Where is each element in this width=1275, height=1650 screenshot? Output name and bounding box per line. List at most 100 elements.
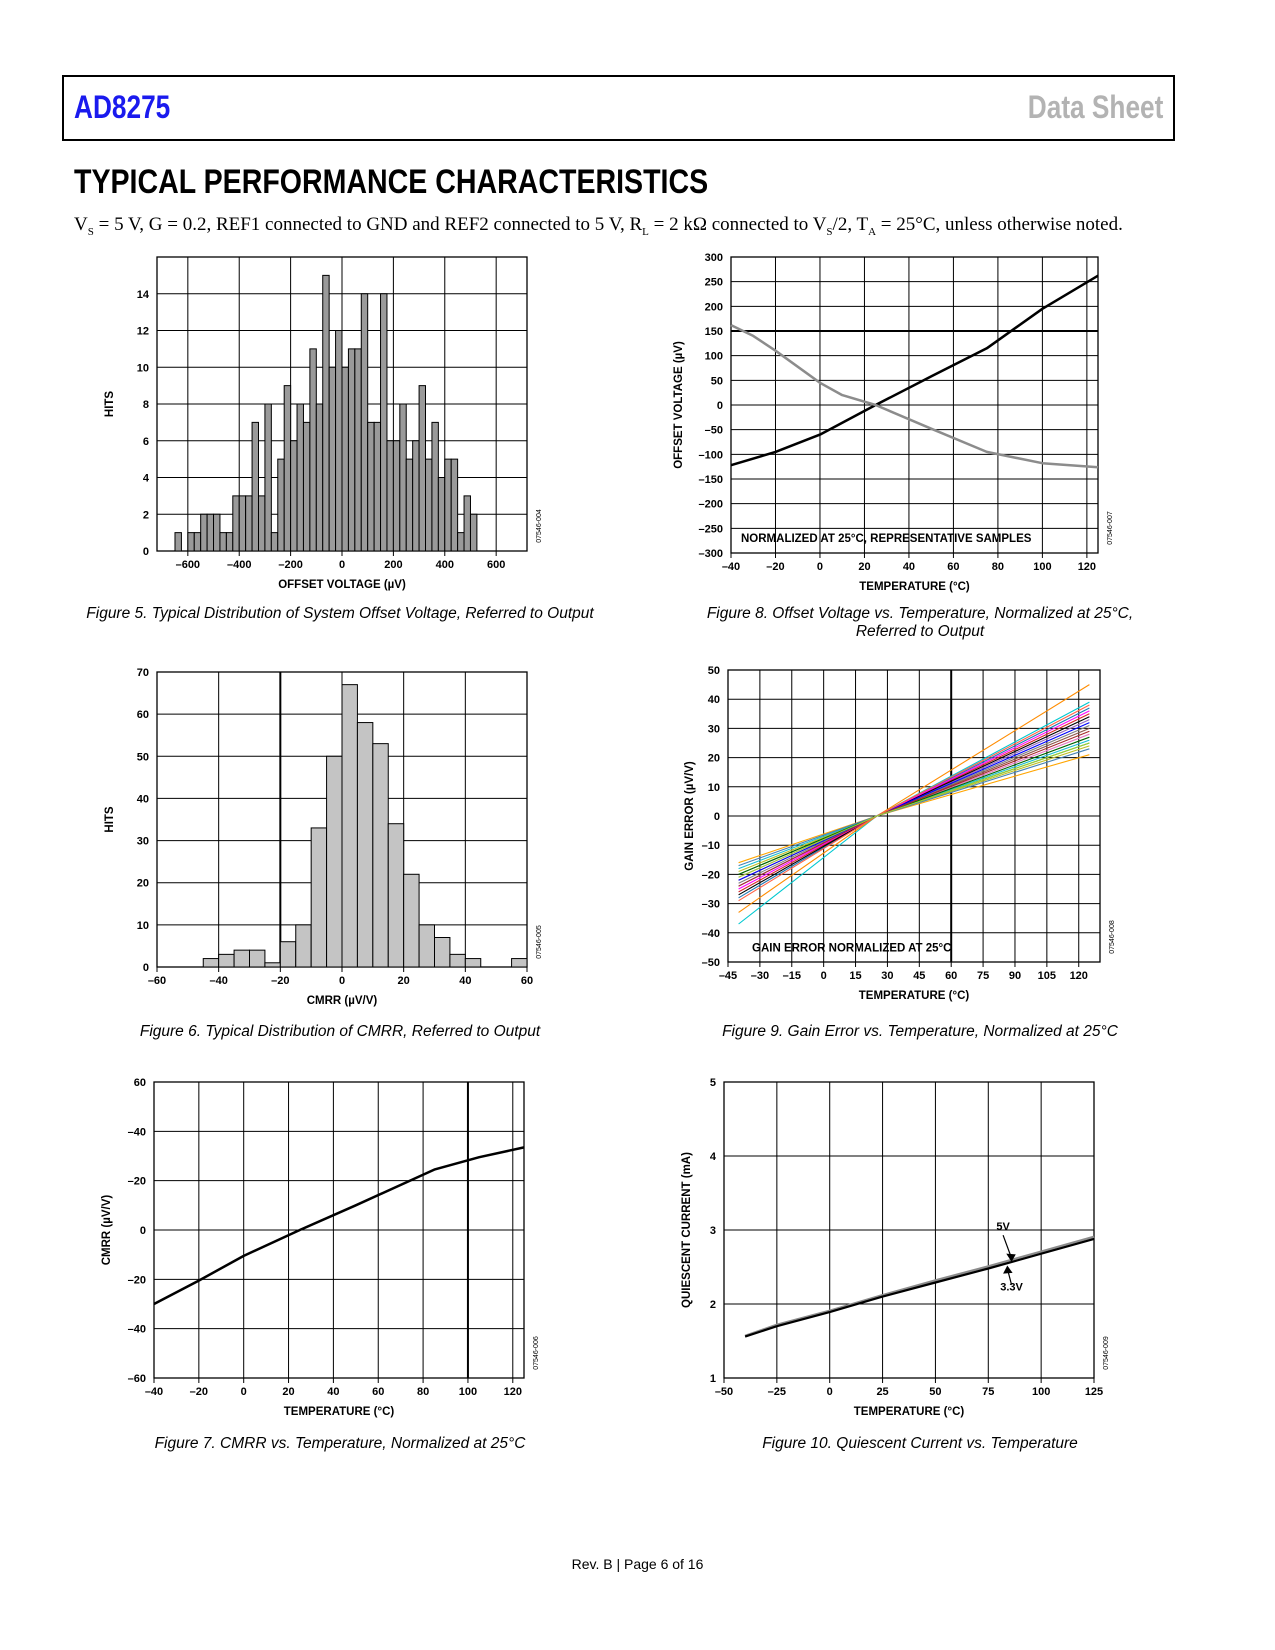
series-line <box>738 733 1090 878</box>
series-line <box>738 745 1090 873</box>
y-tick-label: 10 <box>708 782 720 794</box>
figure-code: 07546-007 <box>1107 511 1114 545</box>
y-tick-label: –10 <box>702 840 720 852</box>
x-tick-label: 125 <box>1085 1386 1103 1398</box>
figure-code: 07546-009 <box>1103 1336 1110 1370</box>
x-tick-label: 120 <box>504 1386 522 1398</box>
y-tick-label: 40 <box>708 694 720 706</box>
x-axis-title: CMRR (µV/V) <box>307 995 378 1007</box>
histogram-bar <box>238 495 247 552</box>
y-tick-label: –250 <box>699 523 723 535</box>
histogram-bar <box>386 440 394 552</box>
x-tick-label: –20 <box>190 1386 208 1398</box>
series-line <box>738 736 1090 875</box>
y-tick-label: 100 <box>705 351 723 363</box>
caption-fig5: Figure 5. Typical Distribution of System… <box>86 605 594 622</box>
y-tick-label: 2 <box>710 1299 716 1311</box>
histogram-bar <box>399 403 407 552</box>
x-axis-title: TEMPERATURE (°C) <box>859 990 970 1002</box>
x-tick-label: 15 <box>849 970 861 982</box>
histogram-bar <box>418 385 427 552</box>
y-tick-label: 0 <box>143 962 149 974</box>
x-tick-label: 40 <box>327 1386 339 1398</box>
y-axis-title: GAIN ERROR (µV/V) <box>684 761 696 871</box>
histogram-bar <box>202 958 220 968</box>
series-line <box>738 739 1090 870</box>
arrow-5v <box>1002 1234 1013 1259</box>
y-axis-title: CMRR (µV/V) <box>101 1195 113 1266</box>
y-tick-label: –50 <box>702 957 720 969</box>
x-tick-label: 75 <box>982 1386 994 1398</box>
x-tick-label: 20 <box>282 1386 294 1398</box>
test-conditions: VS = 5 V, G = 0.2, REF1 connected to GND… <box>74 214 1123 238</box>
histogram-bar <box>450 458 459 552</box>
histogram-bar <box>449 953 466 968</box>
x-tick-label: 60 <box>372 1386 384 1398</box>
series-line <box>738 730 1090 887</box>
y-tick-label: 4 <box>710 1151 717 1163</box>
caption-fig8: Figure 8. Offset Voltage vs. Temperature… <box>640 605 1200 641</box>
y-tick-label: 20 <box>708 753 720 765</box>
y-tick-label: 8 <box>143 399 149 411</box>
y-tick-label: –30 <box>702 899 720 911</box>
caption-fig9: Figure 9. Gain Error vs. Temperature, No… <box>722 1023 1118 1040</box>
histogram-bar <box>296 403 304 552</box>
histogram-bar <box>372 743 389 968</box>
x-axis-title: TEMPERATURE (°C) <box>854 1406 965 1418</box>
x-tick-label: 80 <box>992 561 1004 573</box>
x-tick-label: –50 <box>715 1386 733 1398</box>
histogram-bar <box>309 348 317 552</box>
series-label-5v: 5V <box>996 1221 1010 1233</box>
x-tick-label: 0 <box>817 561 823 573</box>
histogram-bar <box>418 924 436 968</box>
histogram-bar <box>290 440 298 552</box>
series-line <box>738 704 1090 902</box>
section-title: TYPICAL PERFORMANCE CHARACTERISTICS <box>74 163 709 201</box>
histogram-bar <box>218 953 235 968</box>
histogram-bar <box>341 684 358 968</box>
y-tick-label: 30 <box>137 836 149 848</box>
part-number: AD8275 <box>74 89 171 125</box>
y-axis-title: HITS <box>104 391 116 418</box>
histogram-bar <box>200 513 208 552</box>
histogram-bar <box>187 532 195 552</box>
y-tick-label: 50 <box>708 665 720 677</box>
x-tick-label: –200 <box>278 559 302 571</box>
y-tick-label: 300 <box>705 252 723 264</box>
x-tick-label: 400 <box>436 559 454 571</box>
figure-code: 07546-008 <box>1109 920 1116 954</box>
histogram-bar <box>434 937 451 968</box>
y-tick-label: –300 <box>699 548 723 560</box>
histogram-bar <box>511 958 528 968</box>
y-tick-label: –200 <box>699 499 723 511</box>
x-tick-label: 45 <box>913 970 925 982</box>
histogram-bar <box>310 827 328 968</box>
histogram-bar <box>328 366 337 552</box>
figure-code: 07546-006 <box>533 1336 540 1370</box>
y-axis-title: HITS <box>104 806 116 833</box>
y-tick-label: 30 <box>708 723 720 735</box>
histogram-bar <box>219 532 227 552</box>
arrow-3v3 <box>1006 1268 1013 1285</box>
x-tick-label: –20 <box>766 561 784 573</box>
y-tick-label: 10 <box>137 920 149 932</box>
x-tick-label: –45 <box>719 970 737 982</box>
histogram-bar <box>469 513 478 552</box>
y-tick-label: 60 <box>137 709 149 721</box>
histogram-bar <box>302 421 311 552</box>
series-line <box>738 748 1090 867</box>
series-line <box>738 722 1090 881</box>
histogram-bar <box>347 348 356 552</box>
y-tick-label: –60 <box>128 1373 146 1385</box>
histogram-bar <box>431 421 439 552</box>
histogram-bar <box>257 495 266 552</box>
histogram-bar <box>341 366 349 552</box>
y-tick-label: –20 <box>702 869 720 881</box>
series-line <box>744 1237 1095 1338</box>
series-line <box>744 1235 1095 1337</box>
caption-fig8-line2: Referred to Output <box>855 623 985 640</box>
